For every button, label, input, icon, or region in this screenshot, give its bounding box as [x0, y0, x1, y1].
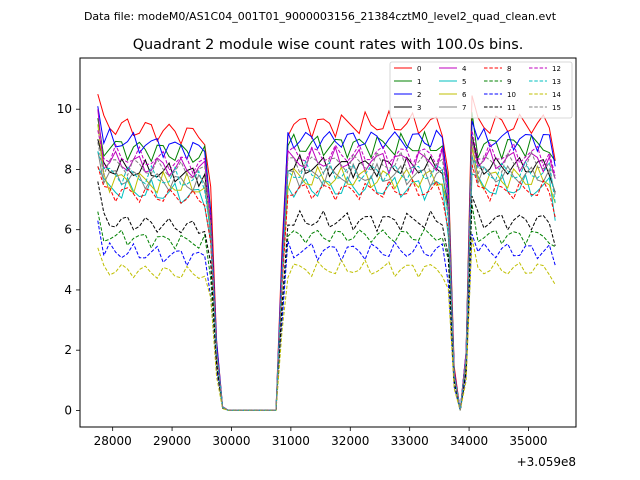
plot-frame — [79, 57, 577, 428]
series-line-8 — [97, 164, 556, 411]
legend-label-12: 12 — [552, 65, 561, 73]
y-tick-label: 0 — [64, 403, 72, 417]
y-tick-label: 2 — [64, 343, 72, 357]
series-line-12 — [97, 130, 556, 411]
series-line-4 — [97, 109, 556, 411]
legend-label-4: 4 — [462, 65, 467, 73]
series-line-5 — [97, 166, 556, 411]
legend-label-7: 7 — [462, 104, 466, 112]
series-line-10 — [97, 220, 556, 411]
series-line-11 — [97, 181, 556, 411]
x-axis: 28000 29000 30000 31000 32000 33000 34000 35000 — [94, 427, 548, 448]
x-tick-label: 30000 — [212, 434, 250, 448]
legend-label-6: 6 — [462, 91, 467, 99]
x-offset-label: +3.059e8 — [517, 455, 576, 469]
x-tick-label: 33000 — [391, 434, 429, 448]
series-layer — [97, 93, 556, 411]
legend-label-2: 2 — [417, 91, 421, 99]
x-tick-label: 34000 — [450, 434, 488, 448]
series-line-13 — [97, 151, 556, 411]
x-tick-label: 28000 — [94, 434, 132, 448]
legend-label-14: 14 — [552, 91, 561, 99]
legend-label-8: 8 — [507, 65, 511, 73]
legend-label-15: 15 — [552, 104, 561, 112]
legend-box — [389, 61, 573, 119]
x-tick-label: 31000 — [272, 434, 310, 448]
legend-label-0: 0 — [417, 65, 421, 73]
x-tick-label: 32000 — [331, 434, 369, 448]
legend-label-13: 13 — [552, 78, 561, 86]
series-line-9 — [97, 204, 556, 411]
legend-label-5: 5 — [462, 78, 466, 86]
series-line-2 — [97, 106, 556, 411]
y-tick-label: 10 — [57, 102, 72, 116]
legend-label-3: 3 — [417, 104, 421, 112]
data-file-label: Data file: modeM0/AS1C04_001T01_90000031… — [84, 10, 557, 23]
legend-label-10: 10 — [507, 91, 516, 99]
legend-label-11: 11 — [507, 104, 516, 112]
series-line-0 — [97, 93, 556, 411]
series-line-7 — [97, 151, 556, 411]
y-tick-label: 4 — [64, 283, 72, 297]
series-line-14 — [97, 237, 556, 411]
y-tick-label: 6 — [64, 223, 72, 237]
series-line-1 — [97, 112, 556, 411]
legend-label-1: 1 — [417, 78, 421, 86]
series-line-15 — [97, 137, 556, 411]
x-tick-label: 35000 — [509, 434, 547, 448]
y-tick-label: 8 — [64, 162, 72, 176]
y-axis: 0 2 4 6 8 10 — [57, 102, 80, 417]
legend-label-9: 9 — [507, 78, 511, 86]
chart-title: Quadrant 2 module wise count rates with … — [133, 37, 524, 53]
x-tick-label: 29000 — [153, 434, 191, 448]
